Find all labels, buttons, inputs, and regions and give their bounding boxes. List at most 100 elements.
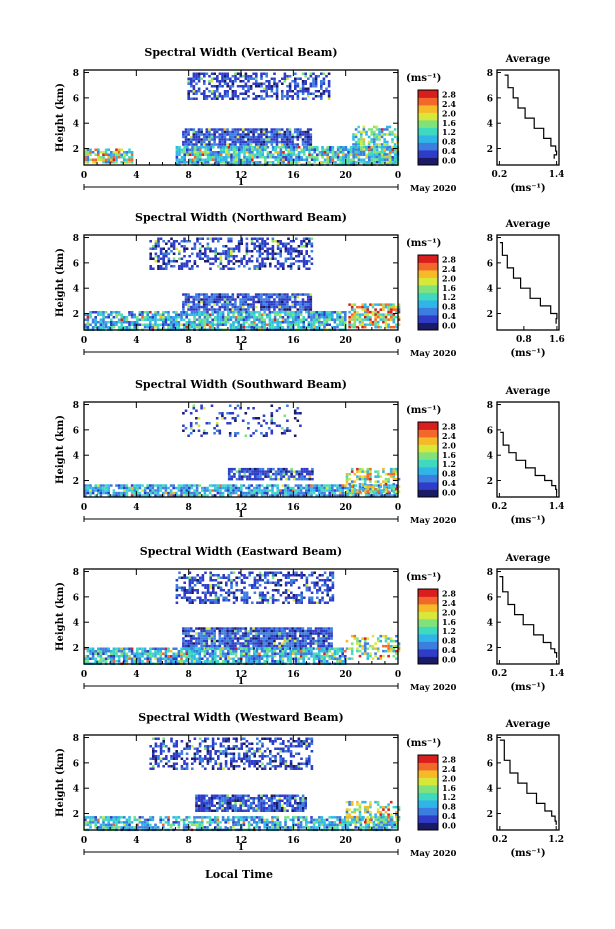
heatmap-cell bbox=[341, 489, 344, 492]
heatmap-cell bbox=[252, 135, 255, 139]
heatmap-cell bbox=[263, 489, 266, 492]
heatmap-cell bbox=[128, 323, 131, 326]
heatmap-cell bbox=[255, 491, 259, 495]
heatmap-cell bbox=[240, 257, 243, 260]
colorbar-tick-label: 2.4 bbox=[442, 99, 456, 109]
heatmap-cell bbox=[206, 591, 210, 594]
heatmap-cell bbox=[218, 138, 222, 141]
heatmap-cell bbox=[356, 490, 359, 493]
heatmap-cell bbox=[242, 316, 246, 319]
heatmap-cell bbox=[104, 161, 108, 164]
heatmap-cell bbox=[253, 491, 256, 495]
heatmap-cell bbox=[240, 313, 243, 316]
heatmap-cell bbox=[304, 87, 307, 90]
heatmap-cell bbox=[175, 316, 178, 319]
heatmap-cell bbox=[323, 494, 326, 497]
heatmap-cell bbox=[261, 257, 264, 260]
heatmap-cell bbox=[254, 639, 258, 643]
heatmap-cell bbox=[234, 484, 238, 487]
heatmap-cell bbox=[317, 629, 320, 633]
heatmap-cell bbox=[304, 293, 307, 296]
heatmap-cell bbox=[221, 318, 225, 321]
heatmap-cell bbox=[178, 576, 181, 579]
heatmap-cell bbox=[349, 491, 352, 495]
heatmap-cell bbox=[384, 480, 388, 483]
heatmap-cell bbox=[206, 647, 209, 650]
heatmap-cell bbox=[225, 584, 228, 587]
heatmap-cell bbox=[383, 148, 387, 151]
heatmap-cell bbox=[99, 494, 103, 497]
heatmap-cell bbox=[306, 143, 310, 146]
heatmap-cell bbox=[238, 571, 241, 574]
heatmap-cell bbox=[304, 135, 307, 139]
heatmap-cell bbox=[206, 255, 210, 258]
heatmap-cell bbox=[226, 85, 229, 88]
heatmap-cell bbox=[276, 240, 280, 243]
heatmap-cell bbox=[294, 318, 298, 321]
heatmap-cell bbox=[222, 146, 225, 149]
heatmap-cell bbox=[309, 629, 313, 633]
heatmap-cell bbox=[319, 637, 323, 640]
average-y-tick-label: 4 bbox=[487, 452, 493, 462]
heatmap-cell bbox=[206, 584, 210, 587]
heatmap-cell bbox=[240, 151, 244, 154]
heatmap-cell bbox=[271, 491, 274, 495]
heatmap-cell bbox=[283, 634, 287, 638]
heatmap-cell bbox=[262, 133, 266, 136]
heatmap-cell bbox=[120, 326, 123, 329]
heatmap-cell bbox=[190, 494, 194, 497]
colorbar-tick-label: 0.4 bbox=[442, 311, 456, 321]
heatmap-cell bbox=[245, 576, 249, 579]
heatmap-cell bbox=[256, 467, 260, 471]
colorbar-segment bbox=[418, 452, 438, 460]
heatmap-cell bbox=[386, 155, 389, 159]
heatmap-cell bbox=[175, 240, 178, 243]
heatmap-cell bbox=[245, 156, 249, 159]
heatmap-cell bbox=[357, 140, 360, 144]
heatmap-cell bbox=[309, 308, 313, 311]
heatmap-cell bbox=[243, 586, 246, 589]
heatmap-cell bbox=[290, 470, 293, 473]
heatmap-cell bbox=[342, 151, 345, 154]
heatmap-cell bbox=[247, 318, 251, 321]
heatmap-cell bbox=[270, 300, 274, 304]
heatmap-cell bbox=[247, 85, 250, 88]
heatmap-cell bbox=[236, 305, 240, 309]
heatmap-cell bbox=[128, 151, 131, 154]
heatmap-cell bbox=[304, 138, 307, 141]
heatmap-cell bbox=[182, 484, 186, 487]
heatmap-cell bbox=[338, 491, 342, 495]
heatmap-cell bbox=[187, 639, 190, 643]
heatmap-cell bbox=[256, 257, 259, 260]
heatmap-cell bbox=[146, 326, 149, 329]
heatmap-cell bbox=[175, 260, 178, 263]
heatmap-cell bbox=[210, 642, 214, 645]
heatmap-cell bbox=[289, 489, 292, 492]
heatmap-cell bbox=[344, 313, 347, 316]
heatmap-cell bbox=[390, 484, 394, 487]
heatmap-cell bbox=[271, 321, 274, 324]
heatmap-cell bbox=[274, 472, 278, 476]
heatmap-cell bbox=[185, 323, 188, 326]
heatmap-cell bbox=[365, 153, 368, 156]
heatmap-cell bbox=[256, 161, 259, 164]
heatmap-cell bbox=[321, 574, 324, 577]
heatmap-cell bbox=[261, 245, 264, 248]
heatmap-cell bbox=[279, 323, 282, 326]
heatmap-cell bbox=[257, 293, 261, 296]
heatmap-cell bbox=[227, 576, 231, 579]
heatmap-cell bbox=[292, 148, 296, 151]
heatmap-cell bbox=[248, 571, 251, 574]
heatmap-cell bbox=[266, 153, 270, 156]
heatmap-cell bbox=[382, 480, 385, 483]
heatmap-cell bbox=[284, 581, 288, 584]
heatmap-cell bbox=[215, 627, 219, 630]
heatmap-cell bbox=[216, 484, 220, 487]
heatmap-cell bbox=[214, 486, 217, 490]
heatmap-cell bbox=[309, 637, 313, 640]
heatmap-cell bbox=[182, 313, 186, 316]
heatmap-cell bbox=[136, 318, 139, 321]
heatmap-cell bbox=[198, 318, 201, 321]
heatmap-cell bbox=[211, 494, 214, 497]
heatmap-cell bbox=[224, 486, 227, 490]
